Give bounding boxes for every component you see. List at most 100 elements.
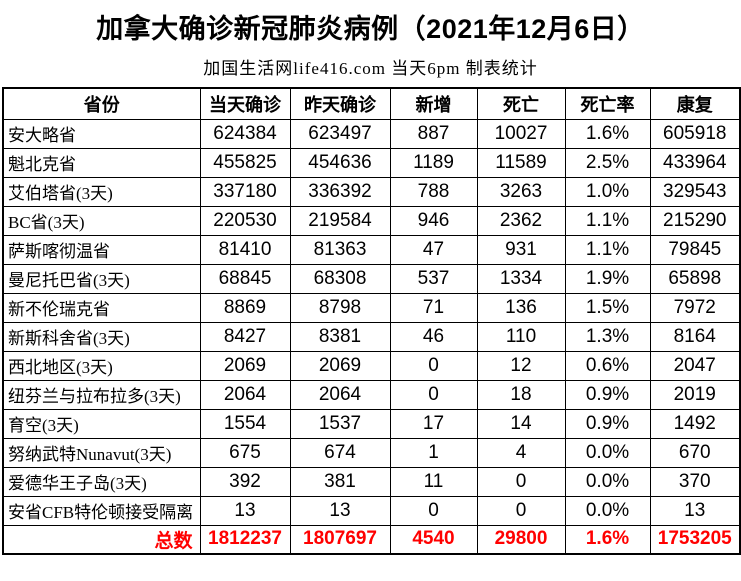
new-cases-cell: 0 bbox=[389, 495, 478, 526]
recovered-cell: 13 bbox=[649, 495, 741, 526]
yesterday-confirmed-cell: 68308 bbox=[289, 263, 391, 294]
province-cell: 育空(3天) bbox=[2, 408, 201, 439]
today-confirmed-cell: 1554 bbox=[199, 408, 291, 439]
death-rate-cell: 0.0% bbox=[564, 466, 651, 497]
col-header-province: 省份 bbox=[2, 87, 201, 120]
today-confirmed-cell: 8427 bbox=[199, 321, 291, 352]
death-rate-cell: 0.0% bbox=[564, 437, 651, 468]
recovered-cell: 1492 bbox=[649, 408, 741, 439]
province-cell: 艾伯塔省(3天) bbox=[2, 176, 201, 207]
yesterday-confirmed-cell: 81363 bbox=[289, 234, 391, 265]
today-confirmed-cell: 337180 bbox=[199, 176, 291, 207]
province-cell: 萨斯喀彻温省 bbox=[2, 234, 201, 265]
page-title: 加拿大确诊新冠肺炎病例（2021年12月6日） bbox=[96, 14, 645, 44]
today-confirmed-cell: 392 bbox=[199, 466, 291, 497]
yesterday-confirmed-cell: 454636 bbox=[289, 147, 391, 178]
table-row: 魁北克省 455825 454636 1189 11589 2.5% 433964 bbox=[2, 147, 741, 178]
table-row: 育空(3天) 1554 1537 17 14 0.9% 1492 bbox=[2, 408, 741, 439]
yesterday-confirmed-cell: 381 bbox=[289, 466, 391, 497]
total-death-rate-cell: 1.6% bbox=[564, 524, 651, 555]
total-label: 总数 bbox=[2, 524, 201, 555]
death-rate-cell: 0.0% bbox=[564, 495, 651, 526]
province-cell: 新不伦瑞克省 bbox=[2, 292, 201, 323]
province-cell: 安大略省 bbox=[2, 118, 201, 149]
new-cases-cell: 1 bbox=[389, 437, 478, 468]
total-recovered-cell: 1753205 bbox=[649, 524, 741, 555]
col-header-today-confirmed: 当天确诊 bbox=[199, 87, 291, 120]
new-cases-cell: 887 bbox=[389, 118, 478, 149]
yesterday-confirmed-cell: 219584 bbox=[289, 205, 391, 236]
table-row: 新斯科舍省(3天) 8427 8381 46 110 1.3% 8164 bbox=[2, 321, 741, 352]
death-rate-cell: 0.9% bbox=[564, 408, 651, 439]
today-confirmed-cell: 675 bbox=[199, 437, 291, 468]
table-row: BC省(3天) 220530 219584 946 2362 1.1% 215290 bbox=[2, 205, 741, 236]
new-cases-cell: 788 bbox=[389, 176, 478, 207]
deaths-cell: 3263 bbox=[476, 176, 566, 207]
col-header-death-rate: 死亡率 bbox=[564, 87, 651, 120]
yesterday-confirmed-cell: 336392 bbox=[289, 176, 391, 207]
deaths-cell: 11589 bbox=[476, 147, 566, 178]
today-confirmed-cell: 13 bbox=[199, 495, 291, 526]
today-confirmed-cell: 81410 bbox=[199, 234, 291, 265]
recovered-cell: 605918 bbox=[649, 118, 741, 149]
deaths-cell: 0 bbox=[476, 495, 566, 526]
new-cases-cell: 537 bbox=[389, 263, 478, 294]
yesterday-confirmed-cell: 8798 bbox=[289, 292, 391, 323]
new-cases-cell: 17 bbox=[389, 408, 478, 439]
yesterday-confirmed-cell: 2069 bbox=[289, 350, 391, 381]
deaths-cell: 0 bbox=[476, 466, 566, 497]
today-confirmed-cell: 68845 bbox=[199, 263, 291, 294]
new-cases-cell: 946 bbox=[389, 205, 478, 236]
recovered-cell: 79845 bbox=[649, 234, 741, 265]
deaths-cell: 10027 bbox=[476, 118, 566, 149]
table-body: 安大略省 624384 623497 887 10027 1.6% 605918 魁北克省 45… bbox=[2, 118, 741, 555]
death-rate-cell: 2.5% bbox=[564, 147, 651, 178]
death-rate-cell: 0.6% bbox=[564, 350, 651, 381]
death-rate-cell: 1.0% bbox=[564, 176, 651, 207]
yesterday-confirmed-cell: 2064 bbox=[289, 379, 391, 410]
deaths-cell: 18 bbox=[476, 379, 566, 410]
deaths-cell: 4 bbox=[476, 437, 566, 468]
yesterday-confirmed-cell: 623497 bbox=[289, 118, 391, 149]
deaths-cell: 1334 bbox=[476, 263, 566, 294]
province-cell: 西北地区(3天) bbox=[2, 350, 201, 381]
today-confirmed-cell: 624384 bbox=[199, 118, 291, 149]
covid-stats-table: 省份 当天确诊 昨天确诊 新增 死亡 死亡率 康复 安大略省 624384 6234… bbox=[2, 87, 741, 555]
recovered-cell: 215290 bbox=[649, 205, 741, 236]
recovered-cell: 433964 bbox=[649, 147, 741, 178]
new-cases-cell: 11 bbox=[389, 466, 478, 497]
total-today-confirmed-cell: 1812237 bbox=[199, 524, 291, 555]
table-row: 爱德华王子岛(3天) 392 381 11 0 0.0% 370 bbox=[2, 466, 741, 497]
yesterday-confirmed-cell: 8381 bbox=[289, 321, 391, 352]
province-cell: 爱德华王子岛(3天) bbox=[2, 466, 201, 497]
page-subtitle: 加国生活网life416.com 当天6pm 制表统计 bbox=[203, 59, 538, 78]
col-header-deaths: 死亡 bbox=[476, 87, 566, 120]
table-row: 新不伦瑞克省 8869 8798 71 136 1.5% 7972 bbox=[2, 292, 741, 323]
province-cell: 纽芬兰与拉布拉多(3天) bbox=[2, 379, 201, 410]
deaths-cell: 931 bbox=[476, 234, 566, 265]
new-cases-cell: 47 bbox=[389, 234, 478, 265]
recovered-cell: 2047 bbox=[649, 350, 741, 381]
table-row: 萨斯喀彻温省 81410 81363 47 931 1.1% 79845 bbox=[2, 234, 741, 265]
total-yesterday-confirmed-cell: 1807697 bbox=[289, 524, 391, 555]
table-row: 艾伯塔省(3天) 337180 336392 788 3263 1.0% 329543 bbox=[2, 176, 741, 207]
deaths-cell: 12 bbox=[476, 350, 566, 381]
table-row: 纽芬兰与拉布拉多(3天) 2064 2064 0 18 0.9% 2019 bbox=[2, 379, 741, 410]
deaths-cell: 14 bbox=[476, 408, 566, 439]
total-row: 总数 1812237 1807697 4540 29800 1.6% 1753205 bbox=[2, 524, 741, 555]
yesterday-confirmed-cell: 1537 bbox=[289, 408, 391, 439]
recovered-cell: 8164 bbox=[649, 321, 741, 352]
province-cell: 新斯科舍省(3天) bbox=[2, 321, 201, 352]
deaths-cell: 110 bbox=[476, 321, 566, 352]
recovered-cell: 329543 bbox=[649, 176, 741, 207]
recovered-cell: 370 bbox=[649, 466, 741, 497]
new-cases-cell: 0 bbox=[389, 379, 478, 410]
death-rate-cell: 1.1% bbox=[564, 205, 651, 236]
col-header-new-cases: 新增 bbox=[389, 87, 478, 120]
new-cases-cell: 71 bbox=[389, 292, 478, 323]
province-cell: 努纳武特Nunavut(3天) bbox=[2, 437, 201, 468]
today-confirmed-cell: 2069 bbox=[199, 350, 291, 381]
table-row: 西北地区(3天) 2069 2069 0 12 0.6% 2047 bbox=[2, 350, 741, 381]
new-cases-cell: 1189 bbox=[389, 147, 478, 178]
death-rate-cell: 1.5% bbox=[564, 292, 651, 323]
